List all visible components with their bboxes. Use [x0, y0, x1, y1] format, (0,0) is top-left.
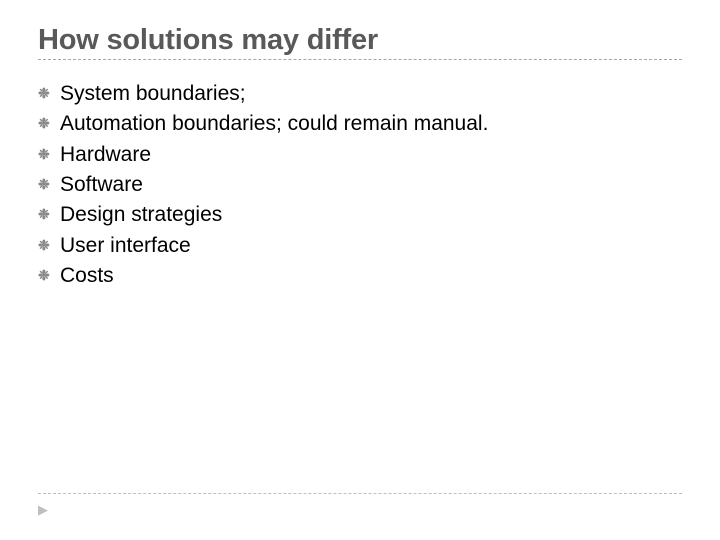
bullet-icon: ❉ — [38, 262, 60, 285]
list-item: ❉ Costs — [38, 262, 682, 290]
slide-title: How solutions may differ — [38, 24, 682, 57]
bullet-icon: ❉ — [38, 171, 60, 194]
list-item: ❉ Design strategies — [38, 201, 682, 229]
bullet-icon: ❉ — [38, 110, 60, 133]
bullet-text: Hardware — [60, 141, 151, 169]
list-item: ❉ Software — [38, 171, 682, 199]
bullet-text: Software — [60, 171, 143, 199]
list-item: ❉ System boundaries; — [38, 80, 682, 108]
bullet-icon: ❉ — [38, 80, 60, 103]
bullet-text: System boundaries; — [60, 80, 246, 108]
bullet-text: User interface — [60, 232, 191, 260]
footer-divider — [38, 493, 682, 494]
slide-container: How solutions may differ ❉ System bounda… — [0, 0, 720, 540]
bullet-text: Automation boundaries; could remain manu… — [60, 110, 488, 138]
title-block: How solutions may differ — [38, 24, 682, 66]
title-underline — [38, 59, 682, 60]
bullet-text: Design strategies — [60, 201, 222, 229]
bullet-icon: ❉ — [38, 141, 60, 164]
footer-arrow-icon: ▶ — [38, 502, 48, 518]
list-item: ❉ User interface — [38, 232, 682, 260]
list-item: ❉ Hardware — [38, 141, 682, 169]
bullet-icon: ❉ — [38, 232, 60, 255]
bullet-text: Costs — [60, 262, 114, 290]
bullet-list: ❉ System boundaries; ❉ Automation bounda… — [38, 80, 682, 290]
bullet-icon: ❉ — [38, 201, 60, 224]
content-area: ❉ System boundaries; ❉ Automation bounda… — [38, 80, 682, 290]
list-item: ❉ Automation boundaries; could remain ma… — [38, 110, 682, 138]
